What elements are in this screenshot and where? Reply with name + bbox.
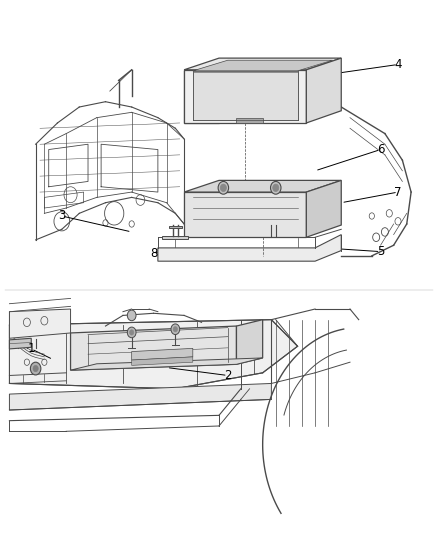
Polygon shape: [184, 70, 219, 123]
Circle shape: [220, 184, 226, 191]
Circle shape: [33, 366, 38, 372]
Polygon shape: [71, 326, 237, 370]
Text: 2: 2: [224, 369, 231, 382]
Circle shape: [30, 362, 41, 375]
Circle shape: [218, 181, 229, 194]
Circle shape: [127, 327, 136, 338]
Polygon shape: [193, 60, 332, 71]
Polygon shape: [184, 70, 306, 123]
Polygon shape: [184, 180, 341, 192]
Text: 6: 6: [377, 143, 384, 156]
Circle shape: [171, 324, 180, 335]
Circle shape: [273, 184, 279, 191]
Text: 8: 8: [150, 247, 157, 260]
Text: 7: 7: [394, 185, 402, 199]
Polygon shape: [237, 118, 263, 123]
Text: 4: 4: [394, 58, 402, 71]
Text: 5: 5: [377, 245, 384, 258]
Circle shape: [127, 310, 136, 321]
Polygon shape: [169, 225, 182, 228]
Polygon shape: [10, 309, 71, 338]
Polygon shape: [10, 338, 31, 349]
Polygon shape: [162, 236, 188, 239]
Circle shape: [130, 330, 134, 335]
Polygon shape: [306, 58, 341, 123]
Polygon shape: [10, 383, 272, 410]
Text: 1: 1: [28, 342, 35, 356]
Polygon shape: [193, 72, 297, 120]
Polygon shape: [132, 357, 193, 366]
Polygon shape: [306, 180, 341, 237]
Circle shape: [173, 327, 177, 332]
Polygon shape: [184, 192, 306, 237]
Polygon shape: [237, 320, 263, 365]
Polygon shape: [10, 320, 297, 389]
Polygon shape: [132, 349, 193, 360]
Circle shape: [271, 181, 281, 194]
Polygon shape: [158, 235, 341, 261]
Polygon shape: [184, 58, 341, 70]
Polygon shape: [71, 358, 263, 370]
Text: 3: 3: [58, 209, 66, 222]
